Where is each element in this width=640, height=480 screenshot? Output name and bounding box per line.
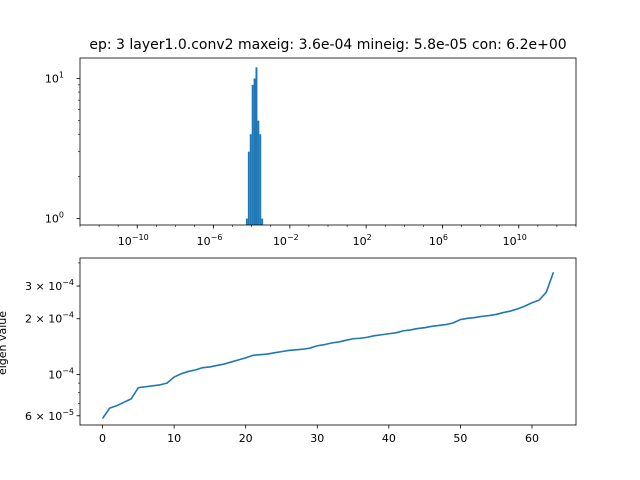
line-y-tick-label-0: 6 × 10−5 xyxy=(25,408,74,423)
histogram-bar-6 xyxy=(257,120,260,225)
eigenvalue-line-plot: 0 10 20 30 40 50 60 6 × 10−5 10−4 2 × 10−4 3 × 10−… xyxy=(25,257,577,445)
histogram-bar-3 xyxy=(251,84,254,226)
line-x-tick-label-1: 10 xyxy=(167,432,181,445)
line-x-tick-label-4: 40 xyxy=(382,432,396,445)
histogram-bar-8 xyxy=(261,218,264,225)
histogram-x-tick-label-0: 10−10 xyxy=(118,233,149,248)
line-x-tick-label-5: 50 xyxy=(453,432,467,445)
line-x-tick-label-3: 30 xyxy=(310,432,324,445)
eigenvalue-line xyxy=(101,272,555,419)
histogram-x-tick-label-5: 1010 xyxy=(503,233,527,248)
line-y-tick-label-2: 2 × 10−4 xyxy=(25,311,74,326)
histogram-bar-7 xyxy=(259,134,262,225)
line-x-tick-label-0: 0 xyxy=(99,432,106,445)
histogram-bar-2 xyxy=(249,134,252,225)
histogram-y-tick-label-0: 100 xyxy=(45,211,64,226)
histogram-x-tick-label-2: 10−2 xyxy=(273,233,299,248)
histogram-title: ep: 3 layer1.0.conv2 maxeig: 3.6e-04 min… xyxy=(89,37,566,53)
histogram-x-tick-label-4: 106 xyxy=(429,233,448,248)
histogram-bar-1 xyxy=(247,151,250,225)
line-plot-frame xyxy=(79,257,577,426)
histogram-x-tick-label-3: 102 xyxy=(353,233,372,248)
line-x-tick-label-6: 60 xyxy=(525,432,539,445)
histogram-plot: 10−10 10−6 10−2 102 106 1010 100 101 xyxy=(45,57,577,248)
histogram-bar-0 xyxy=(245,218,248,225)
histogram-bar-5 xyxy=(255,67,258,225)
histogram-frame xyxy=(79,57,577,226)
eigenvalue-y-axis-label: eigen value xyxy=(0,311,9,375)
histogram-y-tick-label-1: 101 xyxy=(45,70,64,85)
histogram-bar-4 xyxy=(253,78,256,225)
histogram-x-tick-label-1: 10−6 xyxy=(197,233,223,248)
line-x-tick-label-2: 20 xyxy=(239,432,253,445)
line-y-tick-label-1: 10−4 xyxy=(48,367,74,382)
line-y-tick-label-3: 3 × 10−4 xyxy=(25,278,74,293)
